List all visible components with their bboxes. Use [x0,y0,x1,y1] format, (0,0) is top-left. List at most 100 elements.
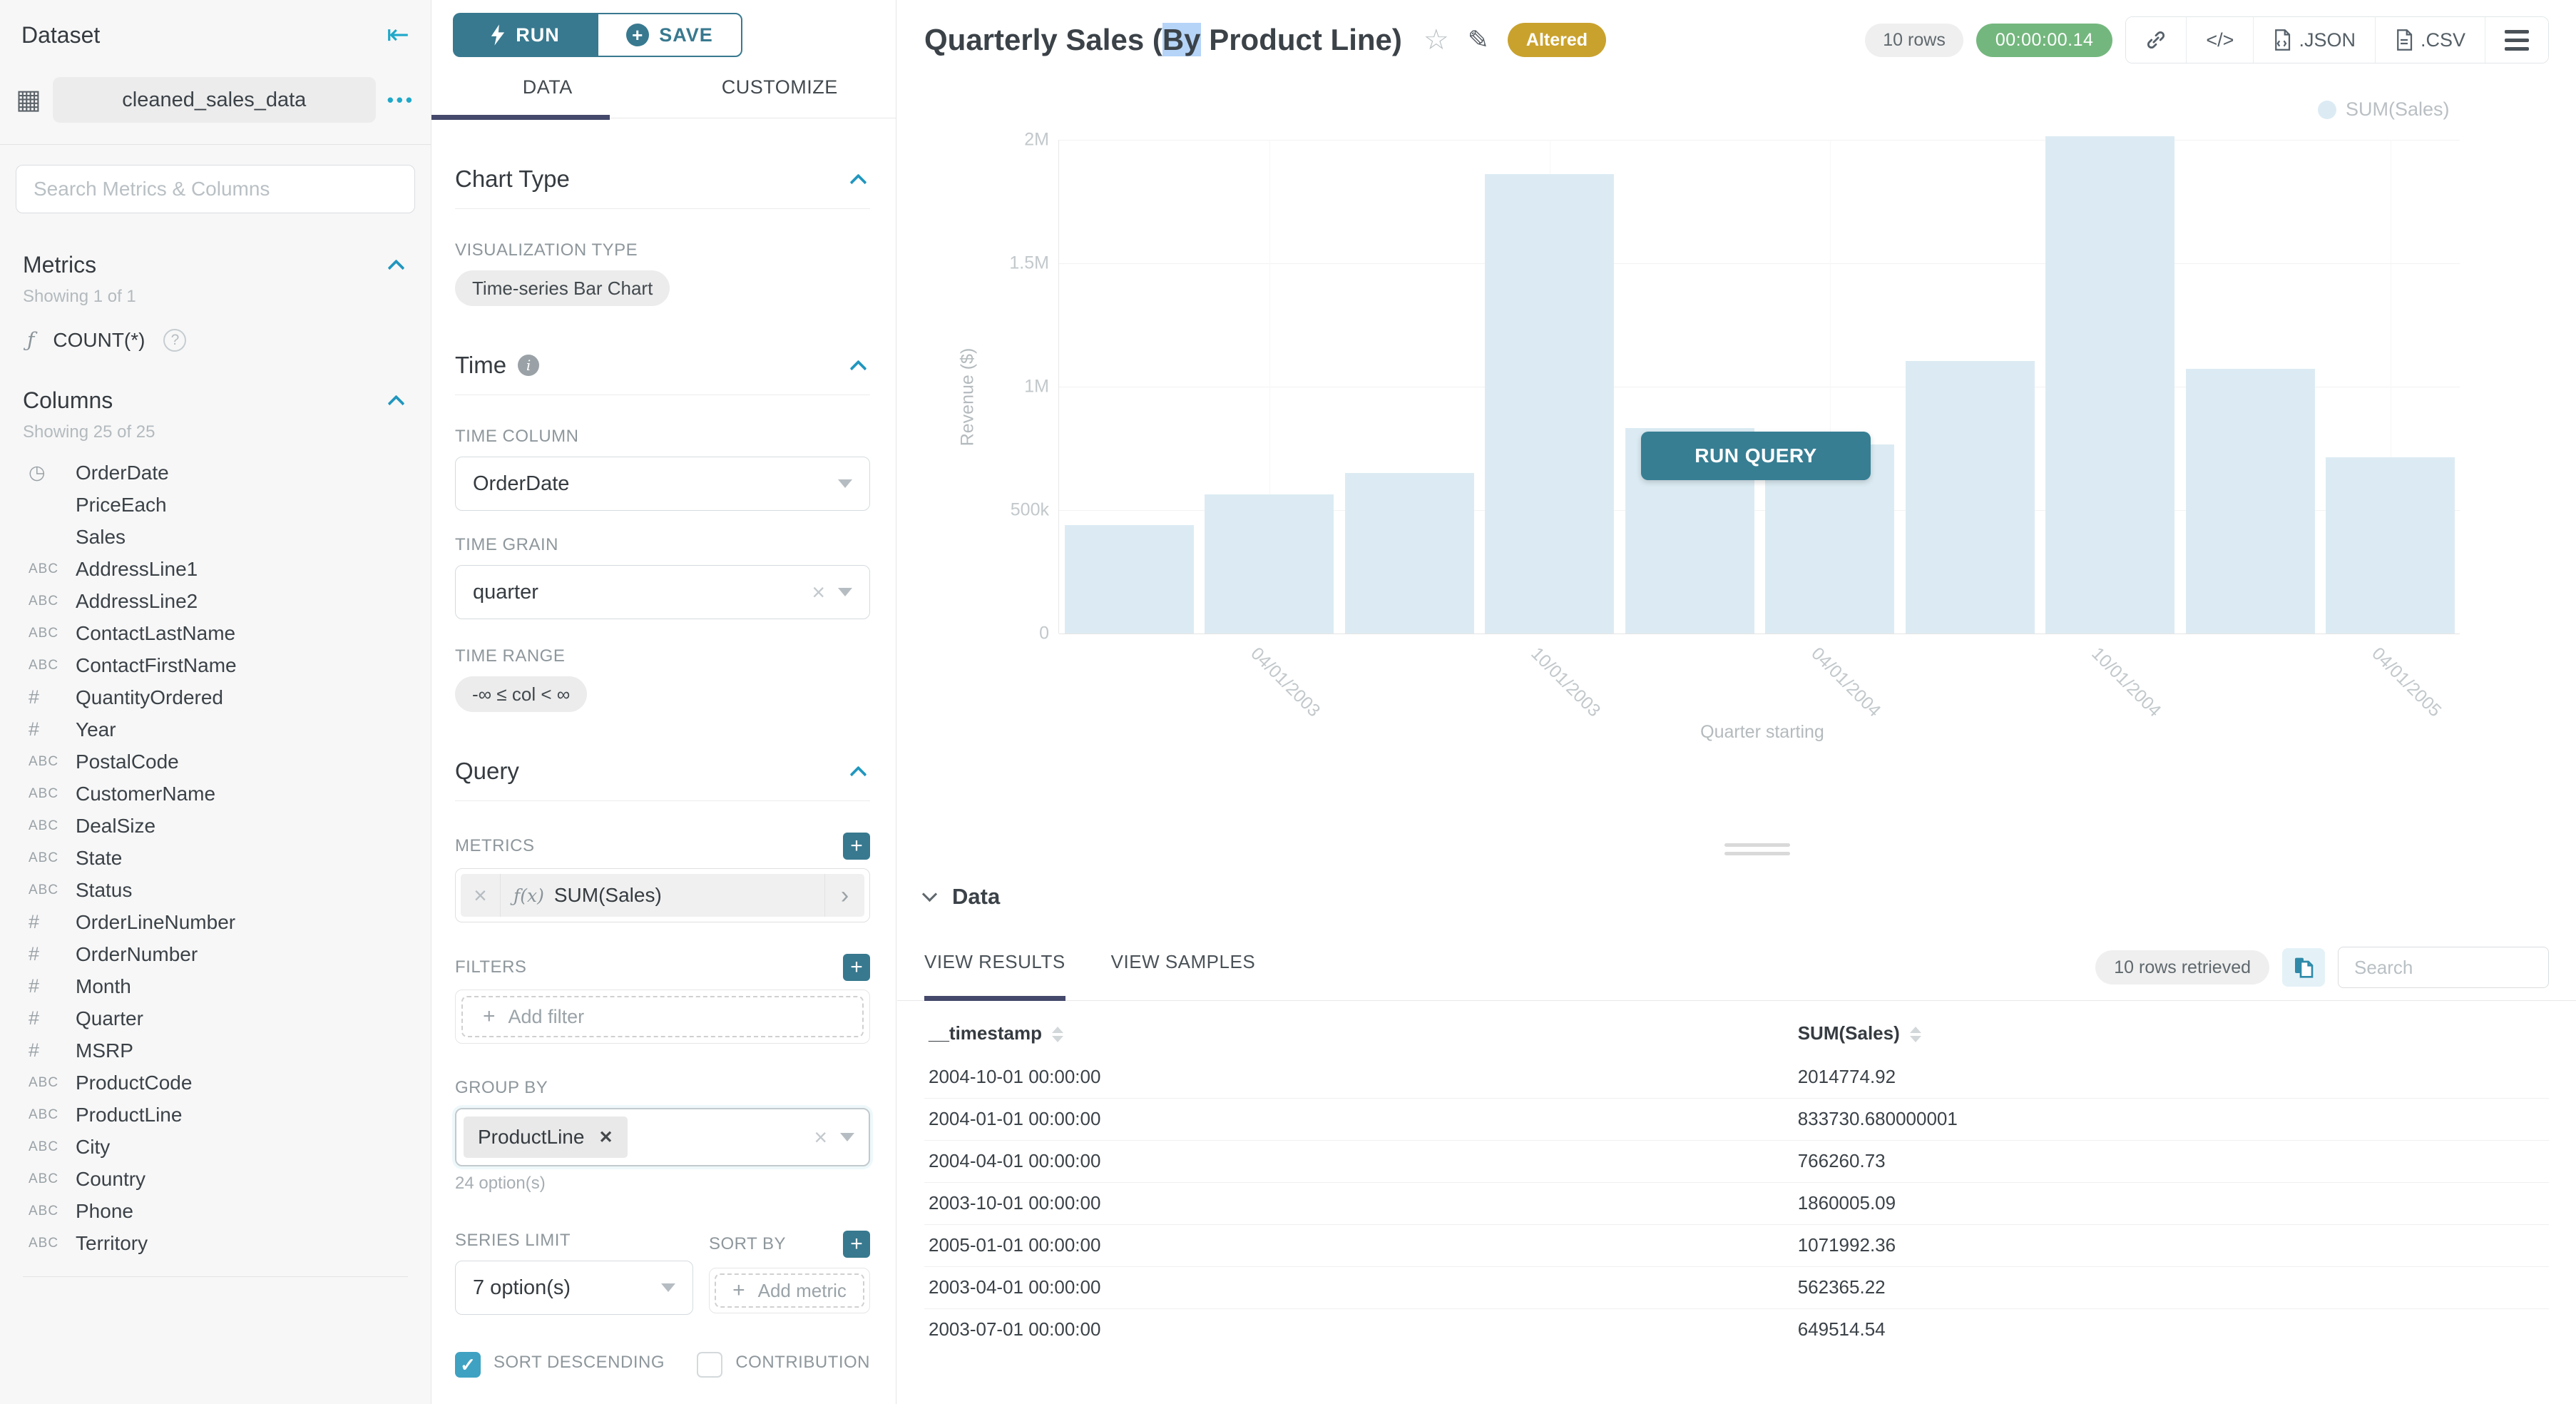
favorite-star-icon[interactable]: ☆ [1423,24,1449,56]
table-search-input[interactable] [2338,947,2549,988]
add-filter-button[interactable]: + [843,954,870,981]
copy-link-button[interactable] [2126,17,2187,63]
table-row[interactable]: 2003-07-01 00:00:00 649514.54 [924,1308,2549,1350]
embed-code-button[interactable]: </> [2186,17,2254,63]
column-list-item[interactable]: ABC PostalCode [0,746,431,778]
add-filter-dropzone[interactable]: + Add filter [461,996,864,1037]
group-by-chip[interactable]: ProductLine ✕ [464,1116,628,1158]
tab-view-samples[interactable]: VIEW SAMPLES [1110,951,1256,972]
column-list-item[interactable]: ABC Phone [0,1195,431,1227]
column-list-item[interactable]: ABC ProductCode [0,1067,431,1099]
search-metrics-columns-input[interactable] [16,165,415,213]
column-list-item[interactable]: # OrderNumber [0,938,431,970]
export-csv-button[interactable]: .CSV [2374,17,2485,63]
dataset-more-icon[interactable]: ••• [387,88,415,111]
chevron-up-icon[interactable] [849,359,867,377]
info-icon[interactable]: i [518,355,540,376]
series-limit-select[interactable]: 7 option(s) [455,1261,693,1315]
column-list-item[interactable]: ABC DealSize [0,810,431,842]
add-sort-metric-dropzone[interactable]: + Add metric [715,1273,864,1308]
export-json-button[interactable]: .JSON [2253,17,2375,63]
column-list-item[interactable]: # MSRP [0,1034,431,1067]
table-row[interactable]: 2004-04-01 00:00:00 766260.73 [924,1139,2549,1182]
column-header-timestamp[interactable]: __timestamp [924,1008,1794,1056]
column-list-item[interactable]: ABC City [0,1131,431,1163]
clear-icon[interactable]: × [812,579,825,605]
chevron-up-icon[interactable] [387,259,405,277]
run-button[interactable]: RUN [453,13,597,57]
table-row[interactable]: 2003-10-01 00:00:00 1860005.09 [924,1181,2549,1224]
column-list-item[interactable]: # Quarter [0,1002,431,1034]
bar-2005-01-01[interactable] [2185,369,2315,634]
chart-title[interactable]: Quarterly Sales (By Product Line) [924,23,1402,56]
add-metric-button[interactable]: + [843,833,870,860]
bar-2005-04-01[interactable] [2326,457,2455,634]
metric-list-item[interactable]: ƒ COUNT(*) ? [27,328,408,352]
visualization-type-value[interactable]: Time-series Bar Chart [455,270,670,306]
edit-title-icon[interactable]: ✎ [1467,25,1489,54]
expand-metric-icon[interactable]: › [824,874,864,917]
column-list-item[interactable]: ABC AddressLine1 [0,553,431,585]
tab-customize[interactable]: CUSTOMIZE [721,76,838,98]
column-list-item[interactable]: ◷ OrderDate [0,457,431,489]
copy-data-button[interactable] [2282,948,2325,987]
metric-chip[interactable]: × ƒ(x) SUM(Sales) › [461,874,864,917]
divider [23,1276,408,1277]
add-sort-metric-button[interactable]: + [843,1231,870,1258]
column-list-item[interactable]: # QuantityOrdered [0,681,431,713]
tab-view-results[interactable]: VIEW RESULTS [924,947,1065,1001]
dataset-name[interactable]: cleaned_sales_data [52,77,376,123]
chevron-up-icon[interactable] [849,173,867,191]
column-list-item[interactable]: ABC CustomerName [0,778,431,810]
help-icon[interactable]: ? [163,328,187,352]
column-list-item[interactable]: ABC Status [0,874,431,906]
column-list-item[interactable]: ABC Territory [0,1227,431,1259]
table-row[interactable]: 2004-01-01 00:00:00 833730.680000001 [924,1097,2549,1140]
resize-drag-handle[interactable] [1724,843,1790,860]
chevron-up-icon[interactable] [387,395,405,412]
column-list-item[interactable]: # OrderLineNumber [0,906,431,938]
bar-2003-04-01[interactable] [1205,494,1334,634]
time-range-value[interactable]: -∞ ≤ col < ∞ [455,676,588,712]
chevron-down-icon[interactable] [921,886,938,902]
column-list-item[interactable]: ABC ContactLastName [0,617,431,649]
table-row[interactable]: 2005-01-01 00:00:00 1071992.36 [924,1224,2549,1266]
column-list-item[interactable]: ABC AddressLine2 [0,585,431,617]
chart-legend[interactable]: SUM(Sales) [2318,98,2450,121]
code-icon: </> [2206,29,2234,51]
save-button[interactable]: + SAVE [597,13,742,57]
column-list-item[interactable]: ABC Country [0,1163,431,1195]
column-list-item[interactable]: # Year [0,713,431,746]
sort-descending-checkbox[interactable]: ✓ SORT DESCENDING [455,1350,697,1378]
column-list-item[interactable]: ABC ProductLine [0,1099,431,1131]
active-tab-indicator [431,115,610,120]
column-list-item[interactable]: # Month [0,970,431,1002]
column-list-item[interactable]: PriceEach [0,489,431,521]
contribution-checkbox[interactable]: CONTRIBUTION [697,1350,870,1378]
group-by-select[interactable]: ProductLine ✕ × [455,1108,870,1166]
time-type-icon: ◷ [29,462,46,483]
clear-icon[interactable]: × [814,1124,827,1150]
time-grain-select[interactable]: quarter × [455,565,870,619]
column-header-sum-sales[interactable]: SUM(Sales) [1794,1008,2549,1056]
altered-badge[interactable]: Altered [1507,23,1607,57]
x-tick-label: 04/01/2004 [1806,644,1885,721]
column-list-item[interactable]: ABC State [0,842,431,874]
tab-data[interactable]: DATA [522,76,573,98]
chevron-up-icon[interactable] [849,765,867,783]
bar-2003-10-01[interactable] [1485,174,1615,634]
table-row[interactable]: 2004-10-01 00:00:00 2014774.92 [924,1056,2549,1098]
bar-2004-07-01[interactable] [1905,361,2035,634]
remove-chip-icon[interactable]: ✕ [598,1127,613,1147]
bar-2003-01-01[interactable] [1064,525,1194,634]
column-list-item[interactable]: Sales [0,521,431,553]
chart-menu-button[interactable] [2485,17,2548,63]
collapse-panel-icon[interactable]: ⇤ [387,20,409,50]
column-list-item[interactable]: ABC ContactFirstName [0,649,431,681]
run-query-overlay-button[interactable]: RUN QUERY [1641,432,1871,480]
table-row[interactable]: 2003-04-01 00:00:00 562365.22 [924,1266,2549,1308]
bar-2003-07-01[interactable] [1344,473,1474,634]
remove-metric-icon[interactable]: × [461,874,501,917]
time-column-select[interactable]: OrderDate [455,457,870,511]
bar-2004-10-01[interactable] [2045,136,2175,634]
